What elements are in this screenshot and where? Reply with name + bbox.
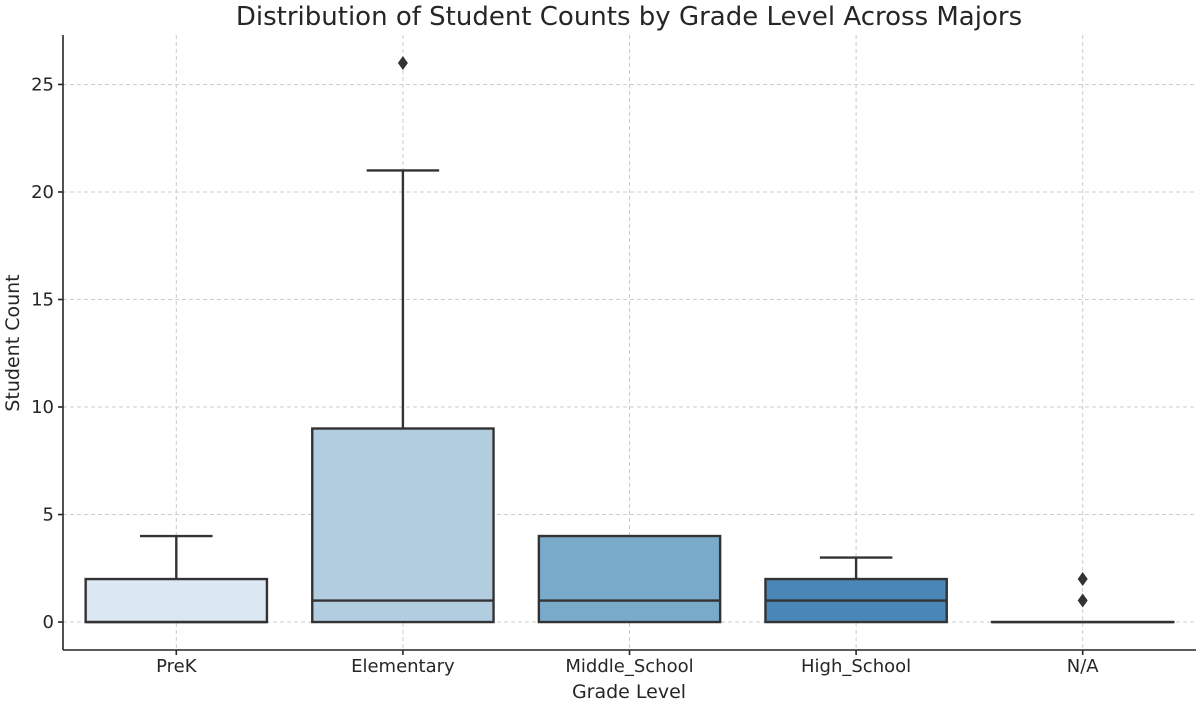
y-tick-label: 25 xyxy=(31,74,54,95)
box-group xyxy=(764,556,948,624)
box-iqr xyxy=(537,534,722,624)
x-axis-label: Grade Level xyxy=(572,681,686,703)
x-tick-label: Middle_School xyxy=(565,656,693,677)
outlier-marker xyxy=(397,55,408,70)
box-group xyxy=(990,572,1175,624)
y-tick-label: 0 xyxy=(43,612,54,633)
box-group xyxy=(84,534,269,624)
outlier-marker xyxy=(1077,593,1088,608)
y-tick-label: 20 xyxy=(31,182,54,203)
y-tick-label: 5 xyxy=(43,505,54,526)
box-iqr xyxy=(311,427,495,624)
x-tick-label: Elementary xyxy=(351,656,455,677)
box-group xyxy=(537,534,722,624)
y-tick-label: 10 xyxy=(31,397,54,418)
box-iqr xyxy=(84,577,269,624)
outlier-marker xyxy=(1077,572,1088,587)
boxes-layer xyxy=(84,55,1175,624)
x-tick-label: High_School xyxy=(801,656,911,677)
y-tick-label: 15 xyxy=(31,289,54,310)
x-tick-label: PreK xyxy=(156,656,198,677)
chart-title: Distribution of Student Counts by Grade … xyxy=(236,2,1022,32)
x-tick-label: N/A xyxy=(1067,656,1100,677)
axes: 0 5 10 15 20 25 PreK Elementary Middle_School Hig… xyxy=(31,35,1196,677)
box-group xyxy=(311,55,495,624)
y-axis-label: Student Count xyxy=(2,274,24,411)
